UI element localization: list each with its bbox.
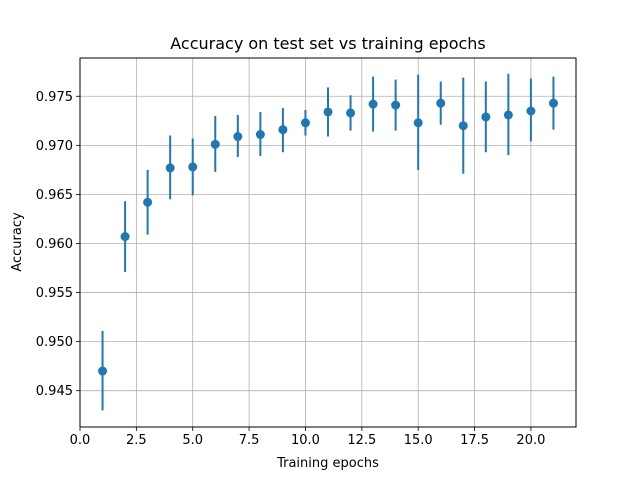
data-point (436, 98, 446, 108)
data-point (346, 108, 356, 118)
y-axis-ticks: 0.945 0.950 0.955 0.960 0.965 0.970 0.975 (36, 90, 80, 399)
data-point (143, 197, 153, 207)
x-tick-label: 7.5 (239, 433, 260, 448)
data-point (481, 112, 491, 122)
x-tick-label: 15.0 (404, 433, 433, 448)
data-point (278, 125, 288, 135)
y-tick-label: 0.945 (36, 384, 73, 399)
data-point (165, 163, 175, 173)
y-tick-label: 0.950 (36, 335, 73, 350)
x-tick-label: 5.0 (182, 433, 203, 448)
y-tick-label: 0.965 (36, 188, 73, 203)
data-point (300, 118, 310, 128)
chart-title: Accuracy on test set vs training epochs (170, 34, 486, 53)
data-point (391, 100, 401, 110)
data-point (323, 107, 333, 117)
data-point (526, 106, 536, 116)
x-axis-ticks: 0.0 2.5 5.0 7.5 10.0 12.5 15.0 17.5 20.0 (70, 427, 545, 448)
data-point (188, 162, 198, 172)
data-point (368, 99, 378, 109)
grid-lines (79, 58, 576, 427)
x-tick-label: 20.0 (516, 433, 545, 448)
plot-frame (79, 57, 577, 428)
data-points (98, 98, 558, 376)
y-tick-label: 0.960 (36, 237, 73, 252)
data-point (548, 98, 558, 108)
x-tick-label: 17.5 (460, 433, 489, 448)
x-tick-label: 10.0 (291, 433, 320, 448)
data-point (413, 118, 423, 128)
x-tick-label: 12.5 (347, 433, 376, 448)
data-point (98, 366, 108, 376)
data-point (458, 121, 468, 131)
x-tick-label: 2.5 (126, 433, 147, 448)
y-tick-label: 0.955 (36, 286, 73, 301)
y-tick-label: 0.970 (36, 139, 73, 154)
data-point (120, 232, 130, 242)
y-tick-label: 0.975 (36, 90, 73, 105)
x-tick-label: 0.0 (70, 433, 91, 448)
data-point (210, 139, 220, 149)
data-point (255, 130, 265, 140)
x-axis-label: Training epochs (276, 456, 379, 471)
y-axis-label: Accuracy (10, 212, 25, 272)
data-point (233, 132, 243, 142)
data-point (503, 110, 513, 120)
